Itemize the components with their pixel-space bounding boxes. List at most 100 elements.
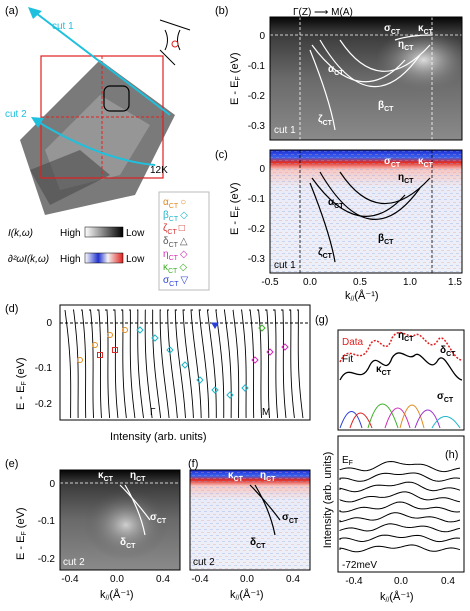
edc-curve — [81, 309, 87, 419]
svg-text:0: 0 — [259, 164, 265, 175]
svg-text:0: 0 — [259, 31, 265, 42]
svg-text:-0.5: -0.5 — [261, 277, 279, 288]
svg-text:κCT: κCT — [376, 364, 392, 377]
svg-text:βCT◇: βCT ◇ — [163, 210, 188, 223]
svg-text:-0.1: -0.1 — [35, 363, 53, 374]
edc-curve — [89, 309, 94, 419]
edc-peak-marker — [77, 357, 83, 363]
svg-text:Γ: Γ — [150, 407, 156, 418]
mdc-data-trace — [339, 331, 463, 363]
edc-curve — [97, 309, 102, 419]
svg-text:δCT: δCT — [440, 345, 456, 358]
svg-text:Low: Low — [126, 228, 145, 239]
svg-text:σCT: σCT — [282, 512, 299, 525]
svg-text:0.4: 0.4 — [156, 574, 170, 585]
edc-peak-marker — [97, 352, 103, 358]
edc-peak-marker — [166, 346, 174, 354]
edc-peak-marker — [211, 322, 219, 329]
svg-text:1.5: 1.5 — [448, 277, 462, 288]
svg-text:δCT: δCT — [120, 537, 136, 550]
svg-text:-0.4: -0.4 — [345, 576, 363, 587]
svg-text:-0.3: -0.3 — [248, 121, 266, 132]
fermi-pocket-sketch-icon — [159, 19, 191, 66]
mdc-curve — [339, 534, 461, 543]
edc-peak-marker — [281, 343, 289, 351]
edc-peak-marker — [196, 376, 204, 384]
temperature-label: 12K — [150, 165, 168, 176]
svg-text:(h): (h) — [445, 449, 458, 461]
svg-text:(g): (g) — [315, 314, 328, 326]
edc-curve — [215, 309, 225, 419]
edc-curve — [137, 309, 144, 419]
svg-text:k//(Å⁻¹): k//(Å⁻¹) — [230, 588, 264, 602]
svg-text:κCT◇: κCT ◇ — [163, 262, 187, 275]
cut1-label: cut 1 — [52, 21, 74, 32]
edc-curve — [297, 309, 304, 419]
svg-text:I(k,ω): I(k,ω) — [8, 228, 33, 239]
svg-text:High: High — [60, 254, 81, 265]
panel-a-label: (a) — [5, 5, 18, 17]
svg-text:ηCT: ηCT — [398, 330, 414, 343]
edc-curve — [129, 309, 136, 419]
svg-text:1.0: 1.0 — [403, 277, 417, 288]
svg-text:σCT: σCT — [437, 391, 454, 404]
svg-text:E - EF (eV): E - EF (eV) — [15, 507, 28, 560]
edc-curve — [265, 309, 270, 419]
svg-text:κCT: κCT — [228, 470, 244, 483]
mdc-curve — [339, 501, 461, 513]
svg-text:σCT: σCT — [150, 512, 167, 525]
svg-text:0: 0 — [46, 318, 52, 329]
edc-peak-marker — [151, 334, 159, 342]
edc-peak-marker — [136, 326, 144, 334]
svg-text:E - EF (eV): E - EF (eV) — [229, 52, 242, 105]
mdc-stack — [339, 460, 461, 553]
svg-text:High: High — [60, 228, 81, 239]
svg-text:Intensity (arb. units): Intensity (arb. units) — [110, 431, 207, 443]
colorbar-second-derivative: ∂²ωI(k,ω) High Low — [8, 252, 145, 265]
mdc-fit-trace — [339, 352, 463, 381]
mdc-curve — [339, 460, 461, 473]
svg-text:0.0: 0.0 — [394, 576, 408, 587]
svg-text:αCT: αCT — [328, 197, 344, 210]
edc-peak-marker — [122, 327, 128, 333]
panel-h: (h) EF -72meV -0.4 0.0 0.4 k//(Å⁻¹) Inte… — [322, 435, 465, 604]
svg-text:ηCT: ηCT — [398, 39, 414, 52]
svg-text:-0.2: -0.2 — [35, 399, 53, 410]
svg-text:-0.2: -0.2 — [248, 91, 266, 102]
svg-text:ζCT: ζCT — [318, 247, 333, 260]
svg-text:cut 2: cut 2 — [63, 557, 85, 568]
edc-curve — [281, 309, 287, 419]
svg-text:-0.1: -0.1 — [38, 516, 56, 527]
svg-text:0.4: 0.4 — [441, 576, 455, 587]
svg-text:-72meV: -72meV — [342, 560, 377, 571]
edc-curve — [73, 309, 79, 419]
panel-c: (c) αCT βCT ζCT ηCT σCT κCT cut 1 0 -0.1… — [215, 149, 463, 303]
edc-peak-marker — [226, 391, 234, 399]
edc-peak-marker — [266, 348, 274, 356]
mdc-curve — [339, 491, 461, 503]
edc-peak-marker — [241, 384, 249, 392]
svg-text:0: 0 — [49, 479, 55, 490]
svg-text:(c): (c) — [215, 149, 228, 161]
cut1-line — [31, 9, 171, 116]
mdc-curve — [339, 544, 461, 553]
mdc-curve — [339, 512, 461, 523]
edc-curve — [249, 309, 255, 419]
edc-curve — [113, 309, 119, 419]
svg-text:cut 1: cut 1 — [274, 260, 296, 271]
svg-text:cut 1: cut 1 — [274, 125, 296, 136]
svg-text:-0.2: -0.2 — [248, 224, 266, 235]
svg-text:δCT: δCT — [250, 537, 266, 550]
panel-e: (e) κCT ηCT σCT δCT cut 2 0 -0.1 -0.2 -0… — [5, 458, 181, 602]
svg-text:ηCT: ηCT — [130, 470, 146, 483]
edc-curve — [223, 309, 232, 419]
svg-text:ζCT: ζCT — [318, 114, 333, 127]
edc-peak-marker — [258, 324, 266, 332]
svg-text:κCT: κCT — [98, 470, 114, 483]
edc-curve — [289, 309, 295, 419]
svg-text:-0.3: -0.3 — [248, 254, 266, 265]
edc-peak-marker — [92, 342, 98, 348]
svg-text:EF: EF — [342, 455, 353, 467]
edc-stack — [64, 309, 304, 419]
